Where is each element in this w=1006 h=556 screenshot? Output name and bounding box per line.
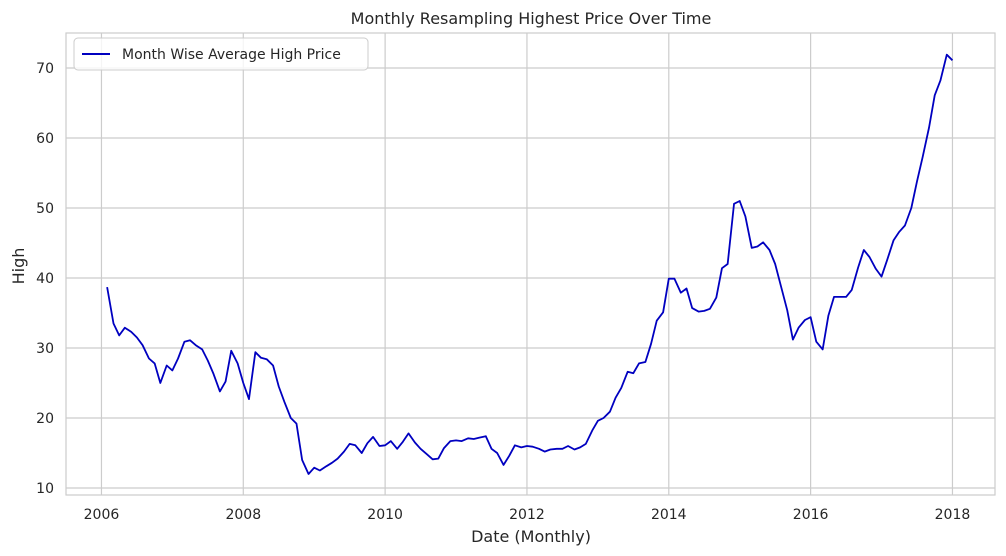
legend: Month Wise Average High Price	[73, 37, 369, 71]
series-layer	[106, 53, 954, 475]
legend-label: Month Wise Average High Price	[122, 47, 341, 63]
x-tick-label: 2010	[367, 507, 403, 523]
x-axis-label: Date (Monthly)	[471, 527, 591, 546]
x-tick-label: 2014	[651, 507, 687, 523]
legend-box	[73, 37, 369, 71]
y-tick-label: 30	[36, 341, 54, 357]
x-tick-label: 2012	[509, 507, 545, 523]
x-tick-labels: 2006 2008 2010 2012 2014 2016 2018	[84, 507, 971, 523]
plot-frame	[65, 32, 996, 496]
horizontal-gridlines	[66, 67, 995, 489]
x-tick-label: 2006	[84, 507, 120, 523]
y-tick-label: 10	[36, 481, 54, 497]
series-line-month-wise-average-high-price	[106, 53, 954, 475]
y-tick-label: 50	[36, 201, 54, 217]
x-tick-label: 2018	[935, 507, 971, 523]
y-tick-labels: 10 20 30 40 50 60 70	[36, 61, 54, 497]
y-tick-label: 40	[36, 271, 54, 287]
x-tick-label: 2016	[793, 507, 829, 523]
y-tick-label: 60	[36, 131, 54, 147]
chart-title: Monthly Resampling Highest Price Over Ti…	[351, 9, 712, 28]
x-tick-label: 2008	[225, 507, 261, 523]
y-axis-label: High	[9, 248, 28, 285]
y-tick-label: 20	[36, 411, 54, 427]
y-tick-label: 70	[36, 61, 54, 77]
